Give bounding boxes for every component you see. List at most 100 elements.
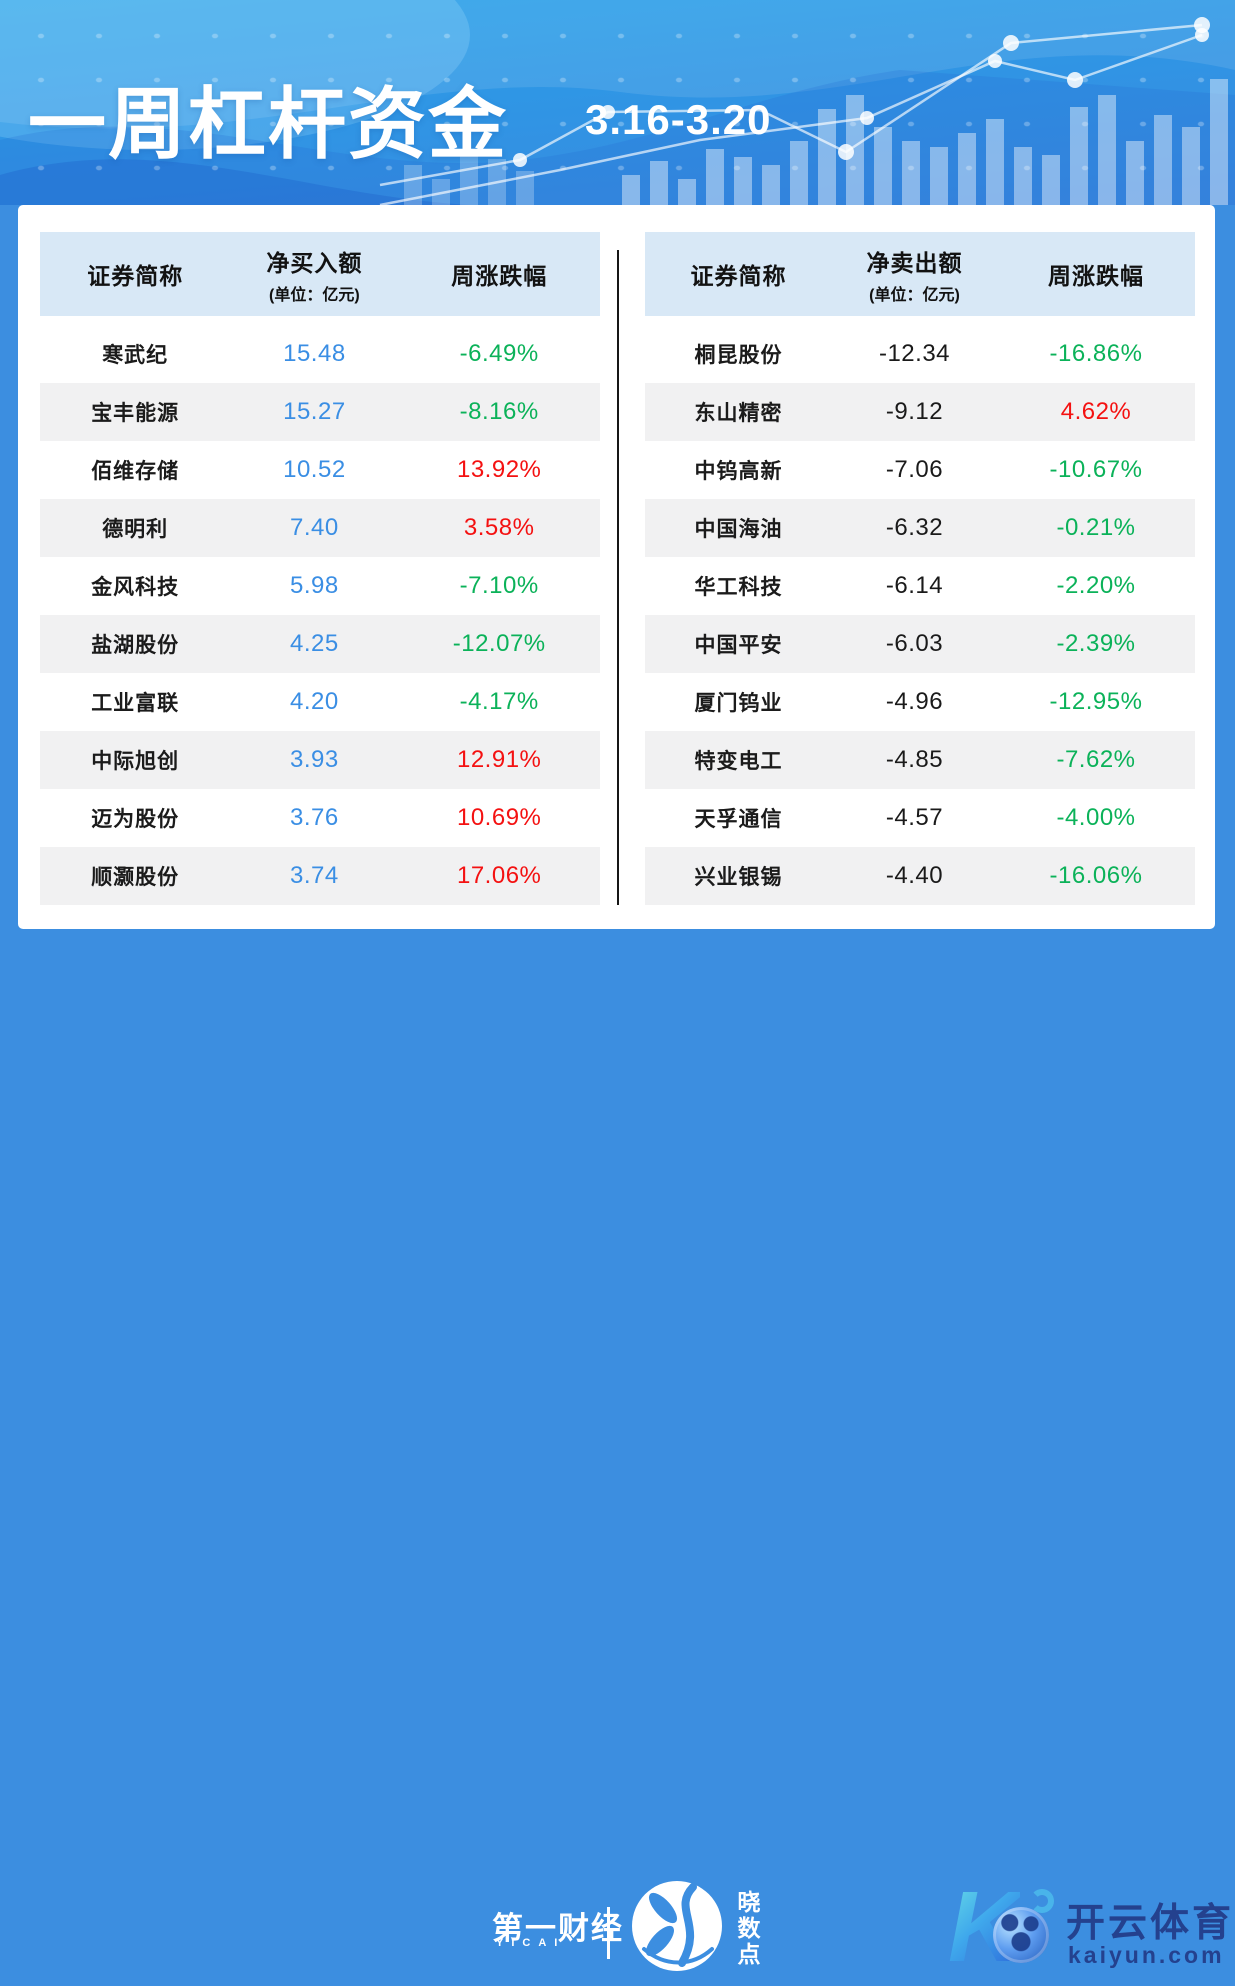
column-header-unit: (单位：亿元) <box>269 286 360 304</box>
amount-value: -6.14 <box>885 572 944 599</box>
xsd-char: 点 <box>737 1941 761 1967</box>
table-row: 中国海油 -6.32 -0.21% <box>645 499 1195 557</box>
amount-value: 15.48 <box>283 340 346 367</box>
stock-name: 盐湖股份 <box>91 634 180 657</box>
amount-value: -4.40 <box>885 862 944 889</box>
amount-value: 10.52 <box>283 456 346 483</box>
stock-name: 中国平安 <box>694 634 783 657</box>
xiaoshudian-label: 晓 数 点 <box>735 1889 763 1967</box>
change-value: -4.17% <box>459 688 539 715</box>
date-range: 3.16-3.20 <box>585 96 772 143</box>
page-title: 一周杠杆资金 <box>28 80 509 168</box>
change-value: -8.16% <box>459 398 539 425</box>
change-value: -2.39% <box>1056 630 1136 657</box>
table-row: 宝丰能源 15.27 -8.16% <box>40 383 600 441</box>
soccer-ball-icon <box>993 1907 1049 1963</box>
table-row: 桐昆股份 -12.34 -16.86% <box>645 325 1195 383</box>
stock-name: 厦门钨业 <box>694 692 783 715</box>
change-value: -16.86% <box>1049 340 1143 367</box>
amount-value: -7.06 <box>885 456 944 483</box>
table-row: 厦门钨业 -4.96 -12.95% <box>645 673 1195 731</box>
stock-name: 华工科技 <box>694 576 783 599</box>
stock-name: 迈为股份 <box>91 808 180 831</box>
amount-value: -6.32 <box>885 514 944 541</box>
sell-table-header: 证券简称 净卖出额 (单位：亿元) 周涨跌幅 <box>645 232 1195 316</box>
change-value: -10.67% <box>1049 456 1143 483</box>
table-row: 中际旭创 3.93 12.91% <box>40 731 600 789</box>
amount-value: -12.34 <box>878 340 951 367</box>
buy-table-header: 证券简称 净买入额 (单位：亿元) 周涨跌幅 <box>40 232 600 316</box>
table-row: 金风科技 5.98 -7.10% <box>40 557 600 615</box>
amount-value: 7.40 <box>290 514 339 541</box>
change-value: 3.58% <box>463 514 535 541</box>
footer-separator <box>607 1907 610 1959</box>
stock-name: 德明利 <box>102 518 169 541</box>
table-row: 佰维存储 10.52 13.92% <box>40 441 600 499</box>
change-value: -4.00% <box>1056 804 1136 831</box>
sell-table-rows: 桐昆股份 -12.34 -16.86% 东山精密 -9.12 4.62% 中钨高新 -7.06… <box>645 325 1195 905</box>
stock-name: 兴业银锡 <box>694 866 783 889</box>
change-value: 10.69% <box>456 804 542 831</box>
xsd-char: 晓 <box>737 1889 761 1915</box>
column-header-amount: 净卖出额 (单位：亿元) <box>832 244 997 305</box>
header-decoration-chart <box>379 17 1228 205</box>
data-card: 证券简称 净买入额 (单位：亿元) 周涨跌幅 寒武纪 15.48 -6.49% 宝丰能… <box>18 205 1215 929</box>
table-row: 顺灏股份 3.74 17.06% <box>40 847 600 905</box>
table-row: 东山精密 -9.12 4.62% <box>645 383 1195 441</box>
amount-value: 3.93 <box>290 746 339 773</box>
kaiyun-watermark-name: 开云体育 <box>1066 1902 1235 1945</box>
table-row: 特变电工 -4.85 -7.62% <box>645 731 1195 789</box>
stock-name: 中钨高新 <box>694 460 783 483</box>
column-header-amount: 净买入额 (单位：亿元) <box>230 244 398 305</box>
column-header-unit: (单位：亿元) <box>869 286 960 304</box>
column-header-name: 证券简称 <box>690 263 787 289</box>
table-row: 迈为股份 3.76 10.69% <box>40 789 600 847</box>
amount-value: 5.98 <box>290 572 339 599</box>
header-decoration-waves <box>0 0 1235 205</box>
amount-value: -4.57 <box>885 804 944 831</box>
table-divider <box>617 250 619 905</box>
xiaoshudian-logo-icon <box>632 1881 722 1971</box>
stock-name: 顺灏股份 <box>91 866 180 889</box>
table-row: 兴业银锡 -4.40 -16.06% <box>645 847 1195 905</box>
change-value: -0.21% <box>1056 514 1136 541</box>
change-value: -2.20% <box>1056 572 1136 599</box>
table-row: 寒武纪 15.48 -6.49% <box>40 325 600 383</box>
stock-name: 宝丰能源 <box>91 402 180 425</box>
amount-value: -4.96 <box>885 688 944 715</box>
stock-name: 东山精密 <box>694 402 783 425</box>
stock-name: 工业富联 <box>91 692 180 715</box>
amount-value: -6.03 <box>885 630 944 657</box>
change-value: -12.95% <box>1049 688 1143 715</box>
stock-name: 中际旭创 <box>91 750 180 773</box>
sell-table: 证券简称 净卖出额 (单位：亿元) 周涨跌幅 桐昆股份 -12.34 -16.86%… <box>645 232 1195 905</box>
amount-value: 3.74 <box>290 862 339 889</box>
table-row: 中国平安 -6.03 -2.39% <box>645 615 1195 673</box>
stock-name: 桐昆股份 <box>694 344 783 367</box>
column-header-name: 证券简称 <box>87 263 184 289</box>
column-header-change: 周涨跌幅 <box>1048 263 1144 289</box>
amount-value: -9.12 <box>885 398 944 425</box>
stock-name: 天孚通信 <box>694 808 783 831</box>
stock-name: 特变电工 <box>694 750 783 773</box>
table-row: 华工科技 -6.14 -2.20% <box>645 557 1195 615</box>
change-value: -12.07% <box>452 630 546 657</box>
amount-value: 4.25 <box>290 630 339 657</box>
kaiyun-watermark-domain: kaiyun.com <box>1068 1942 1225 1968</box>
footer-bar: 第一财经 YICAI 晓 数 点 K 开云体育 kaiyun.com <box>0 929 1235 1977</box>
xsd-char: 数 <box>737 1915 761 1941</box>
buy-table: 证券简称 净买入额 (单位：亿元) 周涨跌幅 寒武纪 15.48 -6.49% 宝丰能… <box>40 232 600 905</box>
change-value: -7.62% <box>1056 746 1136 773</box>
column-header-change: 周涨跌幅 <box>451 263 548 289</box>
kaiyun-logo-icon: K <box>948 1877 1063 1986</box>
change-value: 12.91% <box>456 746 542 773</box>
change-value: -6.49% <box>459 340 539 367</box>
change-value: 13.92% <box>456 456 542 483</box>
stock-name: 中国海油 <box>694 518 783 541</box>
amount-value: 4.20 <box>290 688 339 715</box>
change-value: -16.06% <box>1049 862 1143 889</box>
amount-value: -4.85 <box>885 746 944 773</box>
header-dot-grid <box>0 0 1235 205</box>
amount-value: 3.76 <box>290 804 339 831</box>
buy-table-rows: 寒武纪 15.48 -6.49% 宝丰能源 15.27 -8.16% 佰维存储 10.52 13… <box>40 325 600 905</box>
